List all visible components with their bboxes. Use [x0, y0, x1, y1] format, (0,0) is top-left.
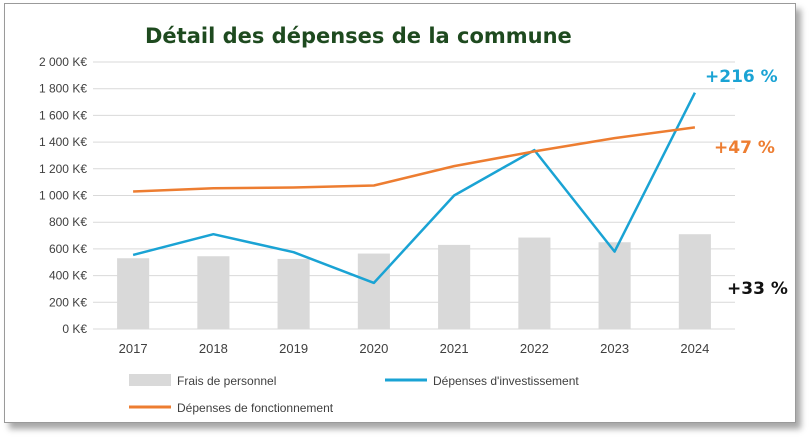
chart-frame: Détail des dépenses de la commune 0 K€ 20… — [4, 3, 796, 423]
x-tick-label: 2017 — [119, 341, 148, 356]
y-tick-label: 1 000 K€ — [39, 189, 87, 203]
legend-label-personnel: Frais de personnel — [177, 374, 276, 388]
legend: Frais de personnel Dépenses d'investisse… — [129, 374, 579, 415]
bar-frais-de-personnel — [598, 242, 631, 329]
y-tick-label: 600 K€ — [49, 242, 87, 256]
bar-frais-de-personnel — [117, 258, 150, 329]
annotation-personnel: +33 % — [727, 279, 788, 299]
y-tick-label: 1 600 K€ — [39, 108, 87, 122]
bar-frais-de-personnel — [197, 256, 230, 329]
y-tick-label: 400 K€ — [49, 269, 87, 283]
bar-frais-de-personnel — [357, 253, 390, 329]
line-depenses-fonctionnement — [133, 126, 696, 193]
y-tick-label: 200 K€ — [49, 295, 87, 309]
line-depenses-investissement — [132, 92, 697, 285]
bar-frais-de-personnel — [678, 234, 711, 329]
y-tick-label: 1 800 K€ — [39, 82, 87, 96]
x-axis: 2017 2018 2019 2020 2021 2022 2023 2024 — [119, 341, 710, 356]
y-tick-label: 1 400 K€ — [39, 135, 87, 149]
x-tick-label: 2021 — [440, 341, 469, 356]
bar-frais-de-personnel — [277, 258, 310, 329]
line-series — [132, 92, 697, 285]
chart-title: Détail des dépenses de la commune — [145, 24, 572, 48]
x-tick-label: 2023 — [600, 341, 629, 356]
annotation-fonctionnement: +47 % — [714, 138, 775, 158]
y-tick-label: 800 K€ — [49, 215, 87, 229]
annotations: +216 % +47 % +33 % — [705, 67, 788, 299]
x-tick-label: 2022 — [520, 341, 549, 356]
y-tick-label: 0 K€ — [62, 322, 87, 336]
x-tick-label: 2024 — [680, 341, 709, 356]
legend-label-fonctionnement: Dépenses de fonctionnement — [177, 401, 334, 415]
y-axis: 0 K€ 200 K€ 400 K€ 600 K€ 800 K€ 1 000 K€ 1 20… — [39, 55, 87, 336]
annotation-investissement: +216 % — [705, 67, 778, 87]
bar-series — [117, 234, 711, 329]
chart: Détail des dépenses de la commune 0 K€ 20… — [39, 24, 788, 415]
legend-swatch-personnel — [129, 374, 171, 386]
bar-frais-de-personnel — [518, 237, 551, 329]
bar-frais-de-personnel — [438, 244, 471, 329]
y-tick-label: 1 200 K€ — [39, 162, 87, 176]
x-tick-label: 2020 — [359, 341, 388, 356]
legend-label-investissement: Dépenses d'investissement — [433, 374, 579, 388]
x-tick-label: 2018 — [199, 341, 228, 356]
gridlines — [93, 61, 735, 330]
x-tick-label: 2019 — [279, 341, 308, 356]
y-tick-label: 2 000 K€ — [39, 55, 87, 69]
